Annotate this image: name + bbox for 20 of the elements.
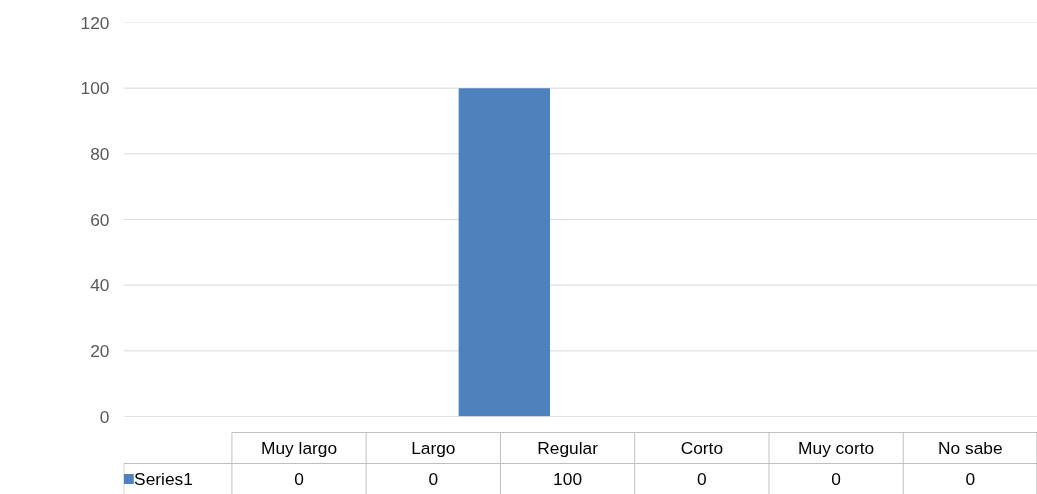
data-label: 0 [428, 469, 439, 489]
data-label: 100 [553, 469, 583, 489]
data-label: 0 [294, 469, 304, 489]
y-tick-label: 100 [80, 78, 110, 99]
y-tick-label: 80 [90, 143, 110, 164]
y-tick-label: 40 [90, 275, 110, 296]
x-tick-label: Regular [537, 438, 599, 458]
y-tick-label: 120 [80, 12, 110, 33]
y-tick-label: 60 [90, 209, 110, 230]
data-label: 0 [965, 469, 976, 489]
x-tick-label: Muy corto [798, 438, 875, 458]
x-tick-label: Corto [680, 438, 724, 458]
x-tick-label: Largo [411, 438, 456, 458]
x-tick-label: No sabe [938, 438, 1003, 458]
y-tick-label: 20 [90, 340, 110, 361]
data-label: 0 [831, 469, 841, 489]
x-tick-label: Muy largo [261, 438, 338, 458]
legend-label: Series1 [134, 469, 193, 489]
data-label: 0 [697, 469, 707, 489]
y-tick-label: 0 [99, 406, 110, 427]
